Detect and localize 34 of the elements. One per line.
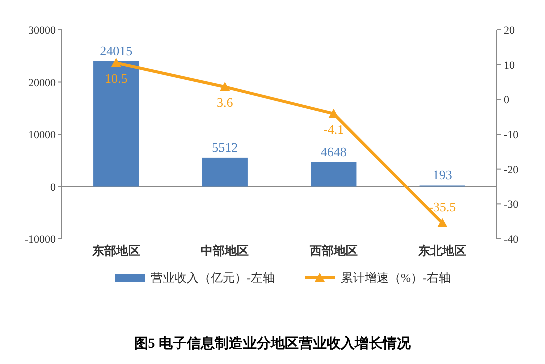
y2-tick-label: 0 bbox=[504, 94, 510, 107]
y-tick-label: 10000 bbox=[28, 130, 56, 142]
data-label: 3.6 bbox=[217, 95, 234, 110]
data-label: 10.5 bbox=[105, 71, 128, 86]
point bbox=[111, 58, 122, 68]
data-label: 5512 bbox=[212, 140, 238, 155]
y-tick-label: 0 bbox=[50, 182, 56, 194]
x-tick-label: 中部地区 bbox=[201, 244, 250, 258]
y2-tick-label: -40 bbox=[504, 234, 520, 246]
point bbox=[438, 218, 448, 228]
data-label: 24015 bbox=[100, 43, 133, 58]
text: 图5 电子信息制造业分地区营业收入增长情况 bbox=[134, 336, 412, 352]
y2-tick-label: -20 bbox=[504, 164, 520, 176]
y2-tick-label: 10 bbox=[504, 60, 516, 72]
data-label: 193 bbox=[432, 168, 452, 183]
bar bbox=[311, 162, 357, 187]
x-tick-label: 东部地区 bbox=[91, 244, 140, 258]
data-label: -35.5 bbox=[429, 199, 456, 214]
data-label: -4.1 bbox=[324, 122, 344, 137]
x-tick-label: 东北地区 bbox=[418, 244, 467, 258]
bar bbox=[202, 158, 248, 187]
x-tick-label: 西部地区 bbox=[308, 244, 358, 258]
legend-label: 营业收入（亿元）-左轴 bbox=[151, 271, 275, 285]
legend-label: 累计增速（%）-右轴 bbox=[341, 271, 451, 285]
y-tick-label: -10000 bbox=[24, 234, 56, 246]
y-tick-label: 30000 bbox=[28, 25, 56, 37]
data-label: 4648 bbox=[320, 144, 347, 160]
point bbox=[220, 82, 230, 92]
y2-tick-label: -30 bbox=[504, 199, 520, 212]
point bbox=[328, 108, 339, 118]
y2-tick-label: -10 bbox=[504, 130, 520, 142]
bar bbox=[94, 61, 140, 187]
y-tick-label: 20000 bbox=[28, 77, 56, 90]
y2-tick-label: 20 bbox=[504, 25, 516, 37]
